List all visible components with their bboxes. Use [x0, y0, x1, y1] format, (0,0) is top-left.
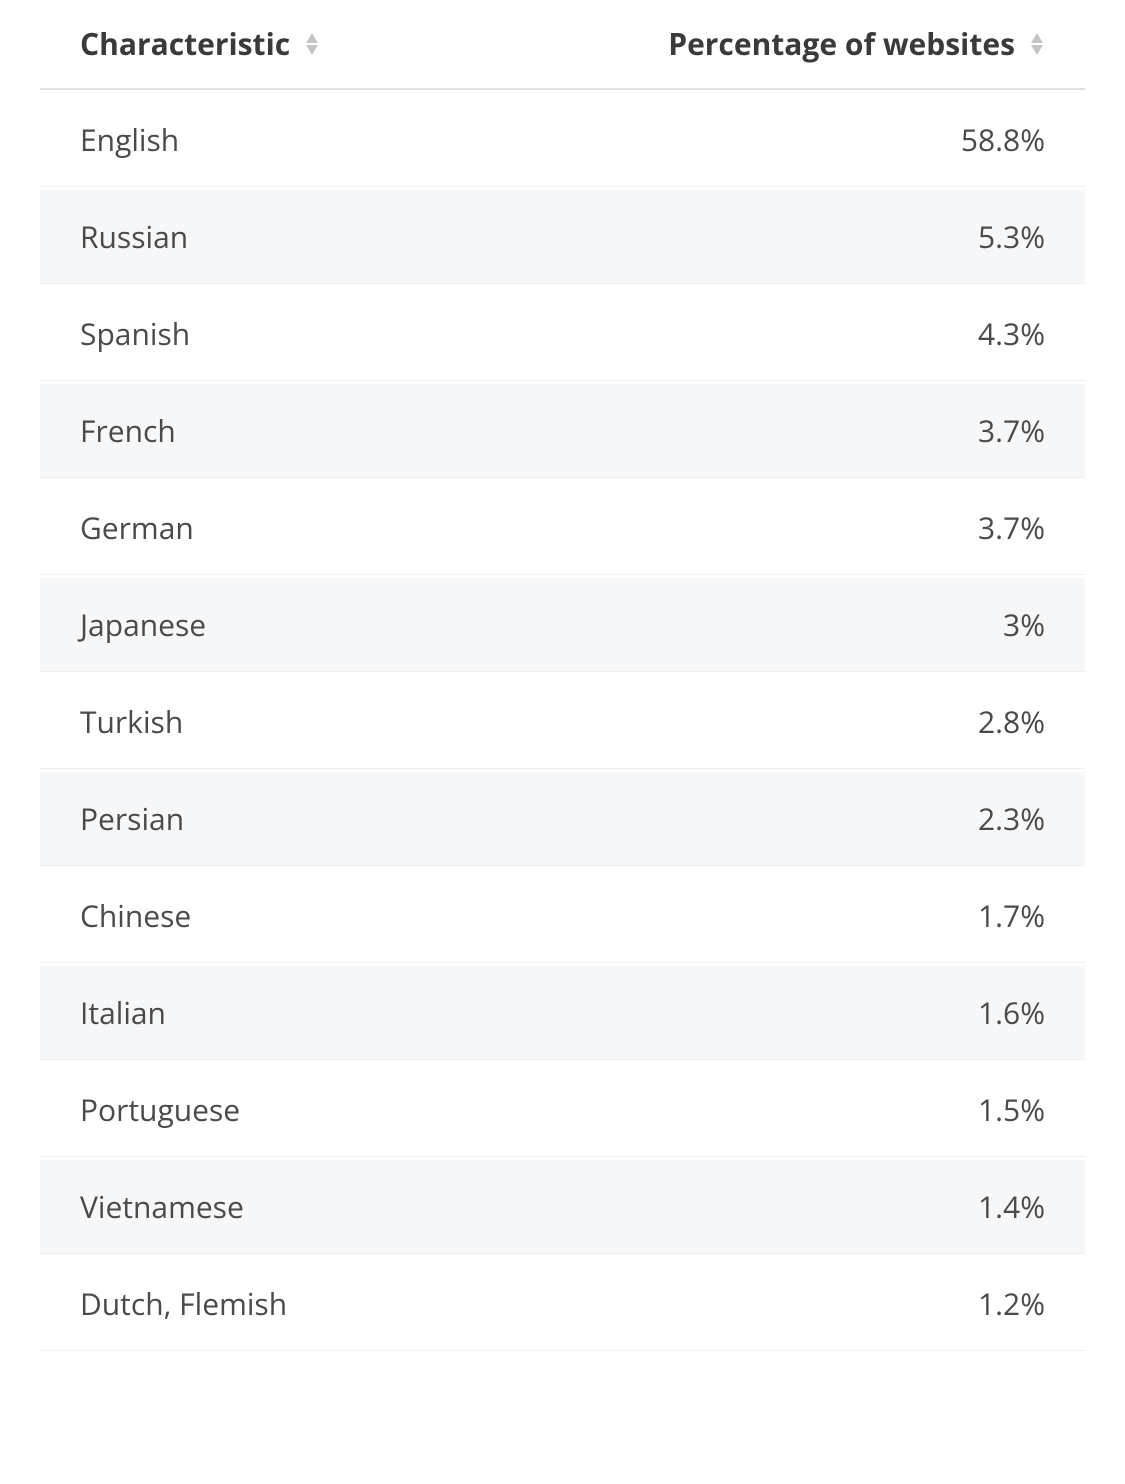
table-row: Persian2.3%: [40, 772, 1085, 866]
cell-characteristic: Spanish: [40, 287, 471, 381]
sort-icon: [304, 33, 320, 55]
table-row: German3.7%: [40, 481, 1085, 575]
cell-characteristic: English: [40, 93, 471, 187]
table-row: Portuguese1.5%: [40, 1063, 1085, 1157]
table-row: Vietnamese1.4%: [40, 1160, 1085, 1254]
cell-characteristic: Persian: [40, 772, 471, 866]
data-table: Characteristic Percentage of websites: [40, 0, 1085, 1354]
cell-percentage: 1.5%: [471, 1063, 1085, 1157]
column-header-percentage-label: Percentage of websites: [668, 23, 1015, 64]
table-row: Dutch, Flemish1.2%: [40, 1257, 1085, 1351]
cell-characteristic: Italian: [40, 966, 471, 1060]
cell-percentage: 58.8%: [471, 93, 1085, 187]
table-row: English58.8%: [40, 93, 1085, 187]
cell-percentage: 1.6%: [471, 966, 1085, 1060]
cell-percentage: 3.7%: [471, 384, 1085, 478]
cell-characteristic: Portuguese: [40, 1063, 471, 1157]
cell-percentage: 2.3%: [471, 772, 1085, 866]
cell-characteristic: Russian: [40, 190, 471, 284]
cell-percentage: 3.7%: [471, 481, 1085, 575]
data-table-container: Characteristic Percentage of websites: [0, 0, 1125, 1354]
cell-percentage: 1.4%: [471, 1160, 1085, 1254]
cell-percentage: 2.8%: [471, 675, 1085, 769]
cell-characteristic: Dutch, Flemish: [40, 1257, 471, 1351]
cell-percentage: 1.7%: [471, 869, 1085, 963]
cell-characteristic: Vietnamese: [40, 1160, 471, 1254]
cell-characteristic: German: [40, 481, 471, 575]
cell-percentage: 4.3%: [471, 287, 1085, 381]
sort-icon: [1029, 33, 1045, 55]
cell-characteristic: Turkish: [40, 675, 471, 769]
table-body: English58.8%Russian5.3%Spanish4.3%French…: [40, 93, 1085, 1351]
table-row: French3.7%: [40, 384, 1085, 478]
cell-percentage: 5.3%: [471, 190, 1085, 284]
table-row: Japanese3%: [40, 578, 1085, 672]
table-row: Spanish4.3%: [40, 287, 1085, 381]
column-header-characteristic[interactable]: Characteristic: [40, 3, 471, 90]
cell-characteristic: French: [40, 384, 471, 478]
column-header-percentage[interactable]: Percentage of websites: [471, 3, 1085, 90]
table-row: Russian5.3%: [40, 190, 1085, 284]
table-row: Turkish2.8%: [40, 675, 1085, 769]
table-row: Italian1.6%: [40, 966, 1085, 1060]
table-row: Chinese1.7%: [40, 869, 1085, 963]
cell-characteristic: Chinese: [40, 869, 471, 963]
cell-percentage: 3%: [471, 578, 1085, 672]
cell-percentage: 1.2%: [471, 1257, 1085, 1351]
cell-characteristic: Japanese: [40, 578, 471, 672]
column-header-characteristic-label: Characteristic: [80, 23, 290, 64]
table-header-row: Characteristic Percentage of websites: [40, 3, 1085, 90]
